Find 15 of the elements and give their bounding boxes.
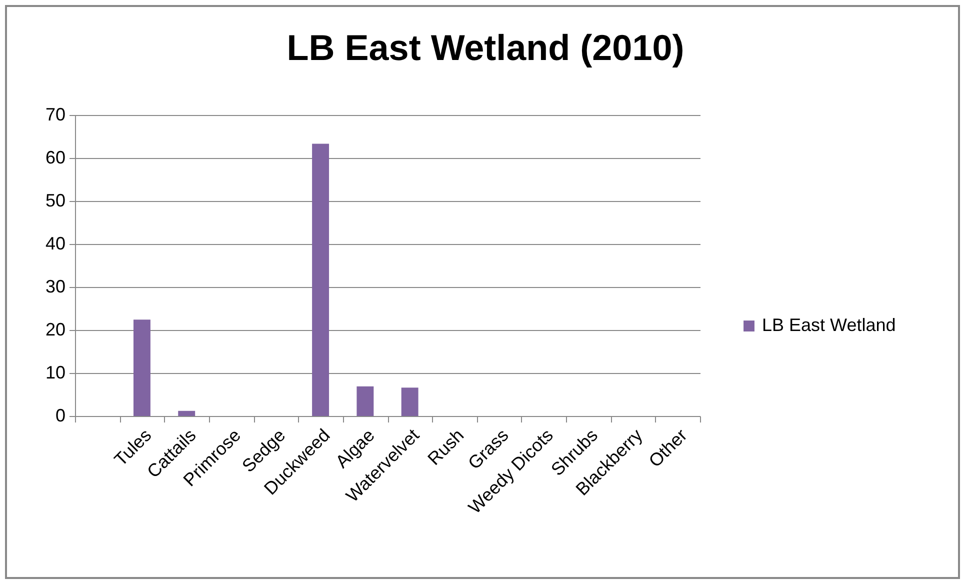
y-tick-label: 30: [45, 276, 66, 296]
bar: [401, 388, 418, 416]
bar: [356, 386, 374, 416]
y-tick-label: 20: [45, 320, 66, 340]
y-tick-label: 50: [45, 190, 66, 210]
bar: [178, 410, 196, 416]
y-tick-label: 70: [45, 104, 66, 124]
bar: [312, 144, 330, 416]
bar: [133, 320, 150, 416]
y-tick-label: 0: [55, 406, 66, 426]
y-tick-label: 10: [45, 362, 66, 382]
y-tick-label: 60: [45, 148, 66, 168]
legend-label: LB East Wetland: [762, 315, 896, 335]
y-tick-label: 40: [45, 234, 66, 254]
chart-title: LB East Wetland (2010): [286, 27, 684, 68]
